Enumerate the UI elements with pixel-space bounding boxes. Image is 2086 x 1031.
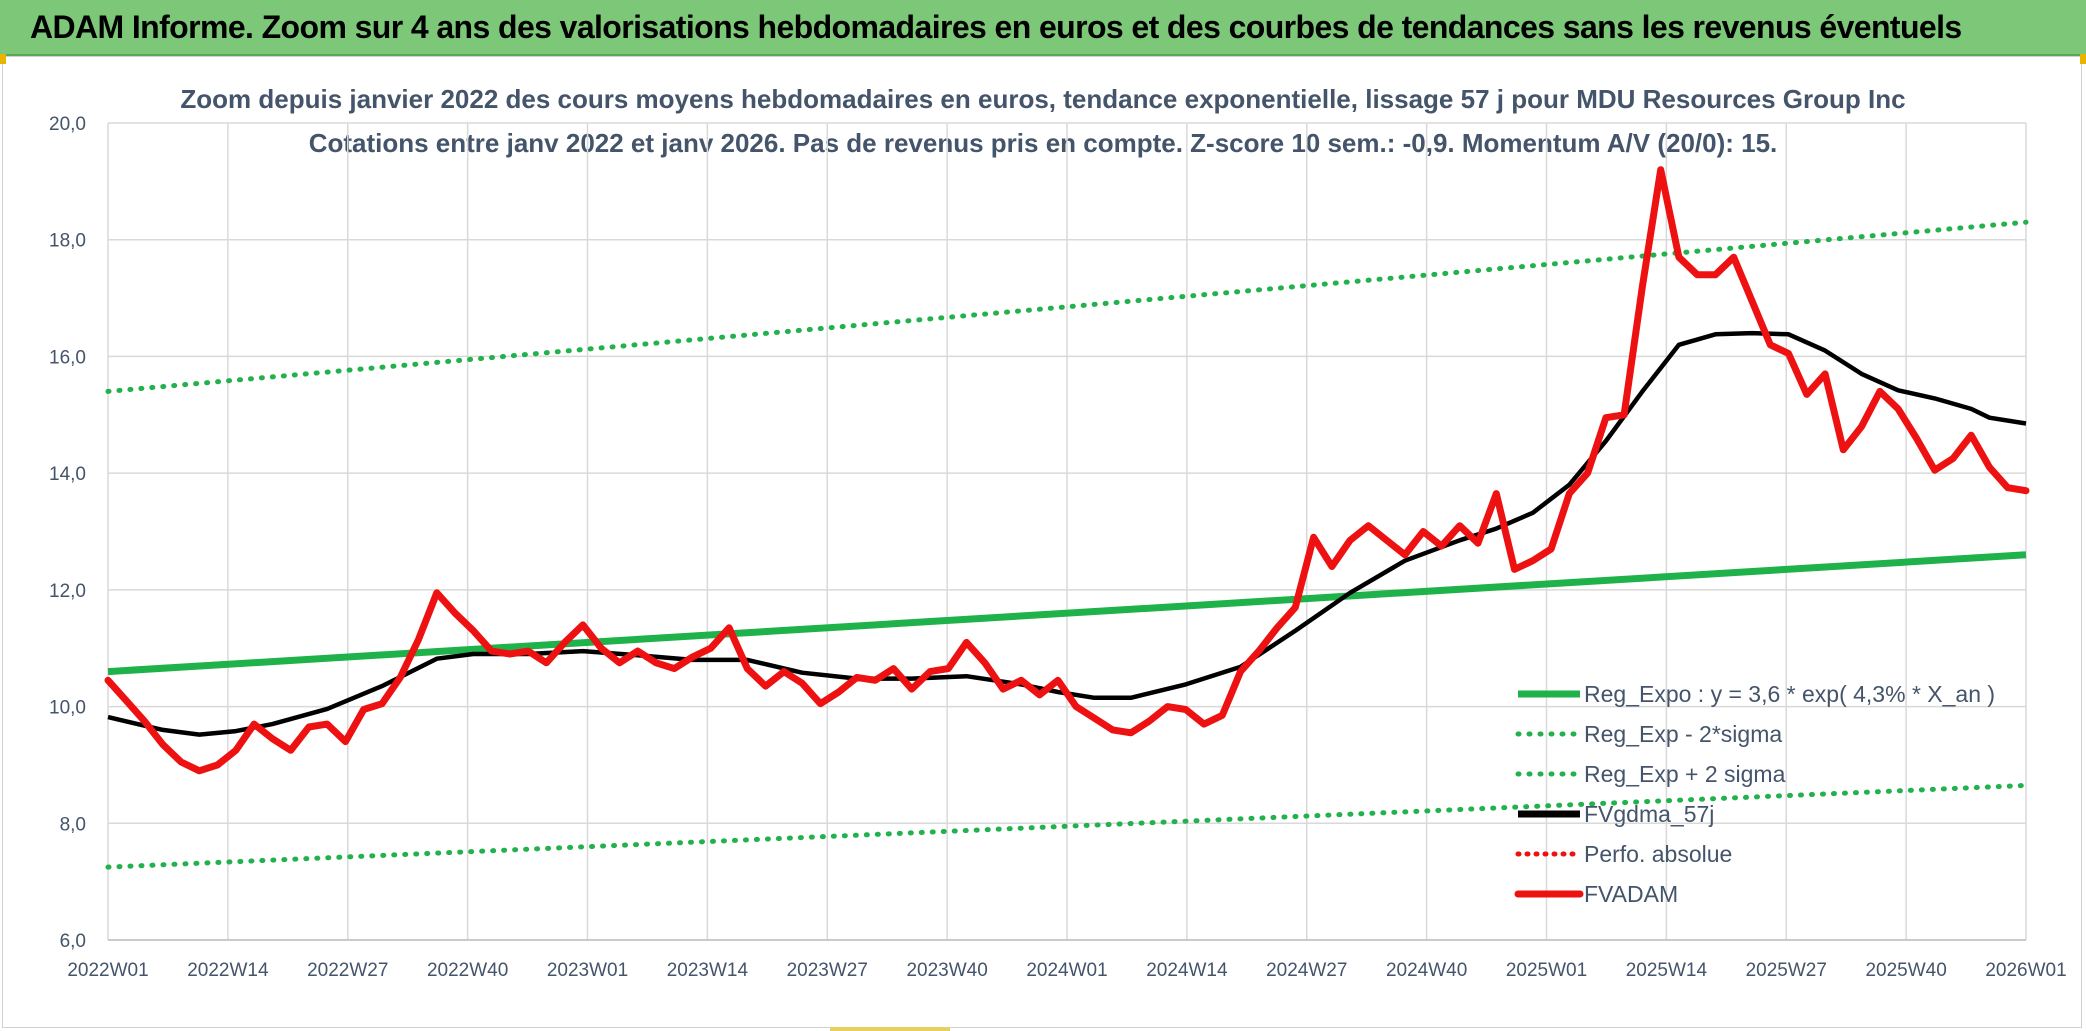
x-tick-label: 2024W40	[1386, 960, 1467, 981]
corner-accent-left	[0, 54, 6, 64]
x-tick-label: 2023W01	[547, 960, 628, 981]
chart-subtitle: Cotations entre janv 2022 et janv 2026. …	[309, 128, 1778, 158]
y-tick-label: 12,0	[49, 581, 86, 602]
x-tick-label: 2024W14	[1146, 960, 1228, 981]
x-tick-label: 2025W01	[1506, 960, 1587, 981]
y-tick-label: 6,0	[60, 931, 86, 952]
x-tick-label: 2022W40	[427, 960, 508, 981]
x-axis: 2022W01 2022W14 2022W27 2022W40 2023W01 2023W…	[67, 960, 2066, 981]
y-tick-label: 16,0	[49, 347, 86, 368]
series-line-fvadam	[104, 166, 2030, 775]
series-line-fvgdma-57j	[107, 330, 2027, 737]
legend-label: Reg_Exp + 2 sigma	[1584, 761, 1786, 787]
x-tick-label: 2023W27	[787, 960, 868, 981]
x-tick-label: 2023W40	[906, 960, 987, 981]
bottom-accent	[830, 1027, 950, 1031]
y-tick-label: 10,0	[49, 698, 86, 719]
x-tick-label: 2022W01	[67, 960, 148, 981]
chart-title: Zoom depuis janvier 2022 des cours moyen…	[180, 84, 1905, 114]
corner-accent-right	[2080, 54, 2086, 64]
legend-label: Reg_Expo : y = 3,6 * exp( 4,3% * X_an )	[1584, 681, 1995, 707]
x-tick-label: 2023W14	[667, 960, 749, 981]
legend-label: Perfo. absolue	[1584, 841, 1732, 867]
y-tick-label: 14,0	[49, 464, 86, 485]
chart-series	[104, 166, 2030, 870]
x-tick-label: 2025W27	[1746, 960, 1827, 981]
y-tick-label: 8,0	[60, 814, 86, 835]
chart-frame	[2, 56, 2082, 1028]
x-tick-label: 2022W27	[307, 960, 388, 981]
series-line-reg-exp-2-sigma	[105, 782, 2029, 870]
x-tick-label: 2025W14	[1626, 960, 1708, 981]
report-banner-title: ADAM Informe. Zoom sur 4 ans des valoris…	[30, 9, 1962, 45]
series-line-reg-exp-2-sigma	[105, 219, 2029, 394]
x-tick-label: 2024W01	[1026, 960, 1107, 981]
report-banner: ADAM Informe. Zoom sur 4 ans des valoris…	[0, 0, 2086, 56]
legend-label: Reg_Exp - 2*sigma	[1584, 721, 1782, 747]
legend-label: FVgdma_57j	[1584, 801, 1714, 827]
series-line-reg-expo-y-3-6-exp-4-3-x-an	[107, 551, 2027, 676]
chart-grid	[107, 122, 2027, 941]
legend-label: FVADAM	[1584, 881, 1678, 907]
x-tick-label: 2025W40	[1865, 960, 1946, 981]
y-axis: 6,0 8,0 10,0 12,0 14,0 16,0 18,0 20,0	[49, 114, 86, 952]
y-tick-label: 20,0	[49, 114, 86, 135]
x-tick-label: 2022W14	[187, 960, 269, 981]
x-tick-label: 2026W01	[1985, 960, 2066, 981]
y-tick-label: 18,0	[49, 231, 86, 252]
chart-legend: Reg_Expo : y = 3,6 * exp( 4,3% * X_an ) R…	[1514, 681, 1995, 907]
x-tick-label: 2024W27	[1266, 960, 1347, 981]
